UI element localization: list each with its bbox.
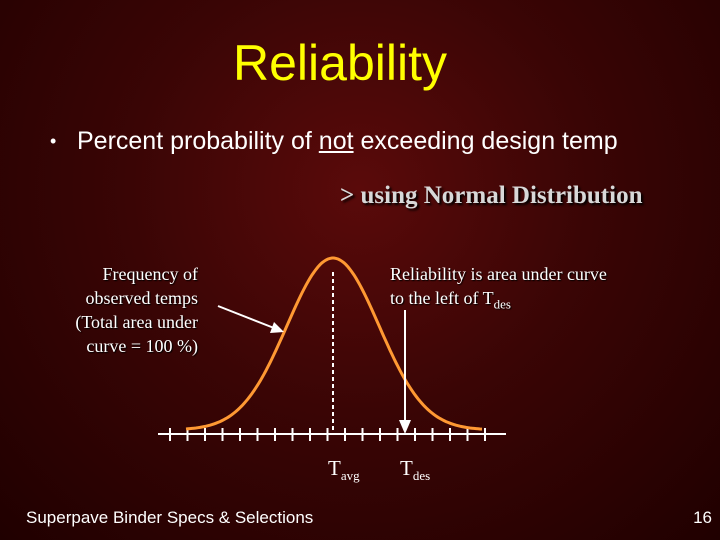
bullet-text-suffix: exceeding design temp xyxy=(353,127,618,155)
frequency-label-line-2: observed temps xyxy=(85,288,198,308)
tavg-label-subscript: avg xyxy=(340,468,360,484)
tavg-label: Tavg xyxy=(328,456,360,484)
tdes-label-subscript: des xyxy=(412,468,431,484)
tdes-label: Tdes xyxy=(400,456,430,484)
subpoint-normal-distribution: > using Normal Distribution xyxy=(340,182,643,209)
bullet-text: Percent probability of not exceeding des… xyxy=(77,126,657,156)
footer-text: Superpave Binder Specs & Selections xyxy=(26,508,314,527)
frequency-arrow-head-icon xyxy=(270,322,284,333)
reliability-label-line-1: Reliability is area under curve xyxy=(390,264,607,284)
reliability-label-line-2: to the left of Tdes xyxy=(390,286,690,317)
bullet-text-prefix: Percent probability of xyxy=(77,127,319,155)
tavg-label-main: T xyxy=(328,456,341,480)
frequency-label-line-1: Frequency of xyxy=(102,264,198,284)
reliability-label: Reliability is area under curve to the l… xyxy=(390,262,690,317)
page-number: 16 xyxy=(693,508,712,527)
tdes-arrow-head-icon xyxy=(399,420,411,434)
frequency-label-line-4: curve = 100 %) xyxy=(86,336,198,356)
frequency-label: Frequency of observed temps (Total area … xyxy=(26,262,198,358)
frequency-arrow-shaft xyxy=(217,305,275,329)
bullet-underlined-word: not xyxy=(318,127,354,155)
reliability-label-subscript: des xyxy=(493,296,511,312)
tdes-label-main: T xyxy=(400,456,413,480)
reliability-label-line-2-text: to the left of T xyxy=(390,288,494,308)
slide-title: Reliability xyxy=(233,35,447,91)
bell-curve xyxy=(185,256,483,431)
bullet-dot-icon: • xyxy=(50,131,57,151)
frequency-label-line-3: (Total area under xyxy=(75,312,198,332)
